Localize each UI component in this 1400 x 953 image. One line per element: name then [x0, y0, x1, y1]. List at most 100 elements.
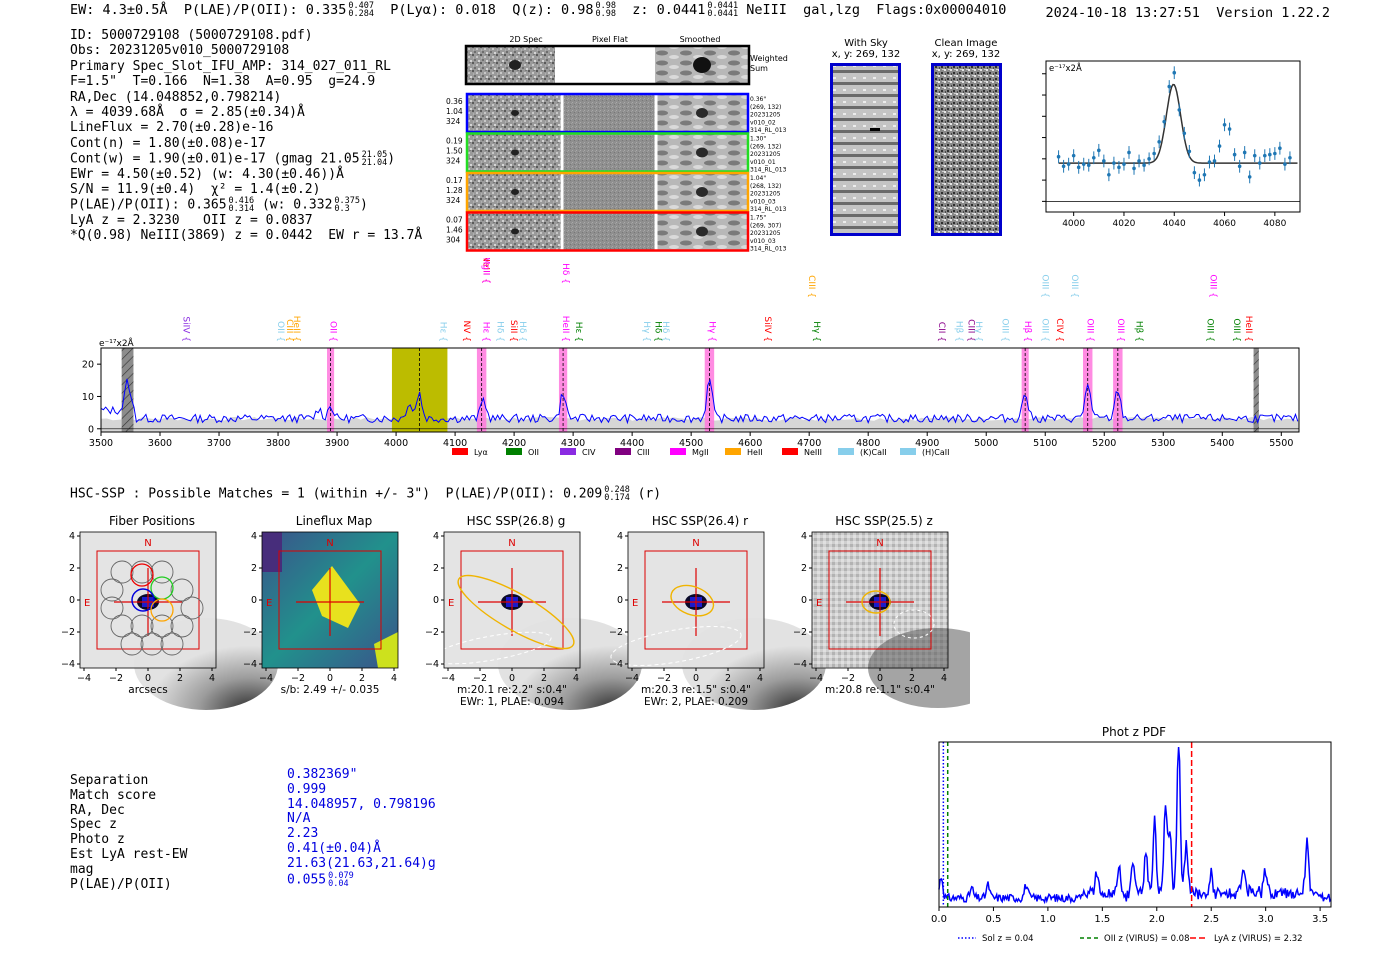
x-tick-label: 3500: [89, 438, 113, 449]
y-tick-label: 4: [251, 531, 257, 542]
legend-swatch: [670, 448, 686, 455]
x-tick-label: 0.0: [931, 914, 947, 925]
data-point: [1232, 152, 1237, 157]
x-tick-label: 2: [725, 673, 731, 684]
imaging-panels: Fiber Positions N E −4 4 −2 2 0 0 2 −2 4 −4 arcsecs Li…: [61, 514, 970, 710]
x-tick-label: 1.0: [1040, 914, 1056, 925]
line-id-label: OIII {: [1069, 274, 1079, 298]
data-point: [1137, 159, 1141, 163]
match-value: 21.63(21.63,21.64)g: [287, 855, 436, 871]
cutout-source: [511, 149, 519, 156]
x-tick-label: 4: [209, 673, 215, 684]
match-value: 0.055 0.079 0.04: [287, 870, 354, 889]
legend-label: CIII: [637, 448, 650, 457]
line-id-label: SiIV {: [762, 316, 772, 342]
y-tick-label: 0: [801, 595, 807, 606]
spec-ylabel: e⁻¹⁷x2Å: [99, 337, 135, 349]
legend-label: Sol z = 0.04: [982, 934, 1034, 944]
neighbor-ellipse: [432, 631, 552, 665]
legend-swatch: [506, 448, 522, 455]
x-tick-label: 4: [573, 673, 579, 684]
cutout-source: [696, 108, 708, 118]
fiber-circle: [150, 560, 174, 584]
data-point: [1167, 84, 1172, 89]
match-labels: Separation Match score RA, Dec Spec z Ph…: [70, 773, 188, 892]
line-id-label: OIII {: [1039, 274, 1049, 298]
match-label: Est LyA rest-EW: [70, 846, 188, 862]
y-tick-label: −4: [243, 659, 257, 670]
north-label: N: [508, 538, 515, 549]
data-point: [1268, 152, 1272, 157]
data-point: [1227, 127, 1232, 131]
info-id: ID: 5000729108 (5000729108.pdf): [70, 28, 313, 43]
legend-swatch: [900, 448, 916, 455]
legend-swatch: [615, 448, 631, 455]
data-point: [1152, 151, 1156, 156]
north-label: N: [692, 538, 699, 549]
data-point: [1273, 151, 1277, 156]
info-radec: RA,Dec (14.048852,0.798214): [70, 89, 282, 105]
line-id-label: HeII {: [560, 316, 570, 342]
fiber-circle: [150, 614, 174, 638]
line-id-label: Hβ {: [1022, 321, 1032, 342]
x-tick-label: 0: [693, 673, 699, 684]
photz-title: Phot z PDF: [1102, 725, 1166, 739]
header-version: Version 1.22.2: [1216, 5, 1330, 21]
x-tick-label: 4500: [679, 438, 703, 449]
info-cont-w: Cont(w) = 1.90(±0.01)e-17 (gmag 21.05 21.…: [70, 150, 396, 169]
cutout-source: [696, 147, 708, 158]
data-point: [1147, 157, 1151, 161]
info-lambda: λ = 4039.68Å σ = 2.85(±0.34)Å: [70, 104, 305, 120]
match-label: Spec z: [70, 817, 117, 833]
aperture-box: [278, 550, 382, 650]
source-ellipse: [861, 590, 891, 614]
legend-swatch: [782, 448, 798, 455]
match-value: 0.41(±0.04)Å: [287, 840, 381, 856]
spectrum-line: [100, 378, 1299, 425]
cutout-left-label: 1.50: [446, 147, 463, 156]
y-tick-label: 2: [433, 563, 439, 574]
y-tick-label: 20: [82, 360, 94, 371]
cutout-right-label: 314_RL_013: [750, 246, 787, 253]
line-id-label: Hε {: [437, 322, 447, 342]
x-tick-label: −4: [625, 673, 639, 684]
cutout-right-label: 20231205: [750, 151, 781, 158]
header-summary: EW: 4.3±0.5Å P(LAE)/P(OII): 0.335 0.407 0.…: [70, 1, 1006, 19]
line-id-label: Hδ {: [517, 321, 527, 342]
y-tick-label: −2: [425, 627, 439, 638]
north-label: N: [326, 538, 333, 549]
data-point: [1187, 149, 1192, 154]
east-label: E: [266, 598, 272, 609]
y-tick-label: −4: [793, 659, 807, 670]
x-tick-label: 0: [877, 673, 883, 684]
panel-caption: m:20.8 re:1.1" s:0.4": [825, 684, 935, 696]
info-plae: P(LAE)/P(OII): 0.365 0.416 0.314 (w: 0.332…: [70, 196, 368, 215]
weighted-sum-row: Weighted Sum: [464, 44, 788, 86]
line-id-label: Hε {: [573, 322, 583, 342]
x-tick-label: 4800: [856, 438, 880, 449]
match-value: N/A: [287, 811, 311, 827]
data-point: [1222, 123, 1227, 127]
cutout-left-label: 0.17: [446, 176, 463, 185]
data-point: [1247, 175, 1252, 179]
header-plae-bounds: 0.407 0.284: [348, 1, 374, 19]
cutout-left-label: 1.28: [446, 186, 463, 195]
line-id-label: CIII {: [806, 275, 816, 298]
line-id-label: NV {: [461, 321, 471, 342]
with-sky-title: With Sky x, y: 269, 132: [831, 38, 901, 60]
match-label: Photo z: [70, 832, 125, 848]
hsc-panel: Fiber Positions N E −4 4 −2 2 0 0 2 −2 4 −4 arcsecs: [61, 514, 278, 710]
x-tick-label: 3800: [266, 438, 290, 449]
fiber-circle: [170, 614, 194, 638]
line-id-label: Hδ {: [560, 263, 570, 284]
x-tick-label: 4040: [1163, 219, 1186, 229]
y-tick-label: 0: [251, 595, 257, 606]
east-label: E: [632, 598, 638, 609]
cutout-right-label: (268, 132): [750, 183, 781, 190]
data-point: [1172, 70, 1177, 75]
y-tick-label: −2: [793, 627, 807, 638]
fiber-circle-highlight: [131, 588, 155, 612]
data-point: [1061, 164, 1066, 169]
legend-swatch: [838, 448, 854, 455]
